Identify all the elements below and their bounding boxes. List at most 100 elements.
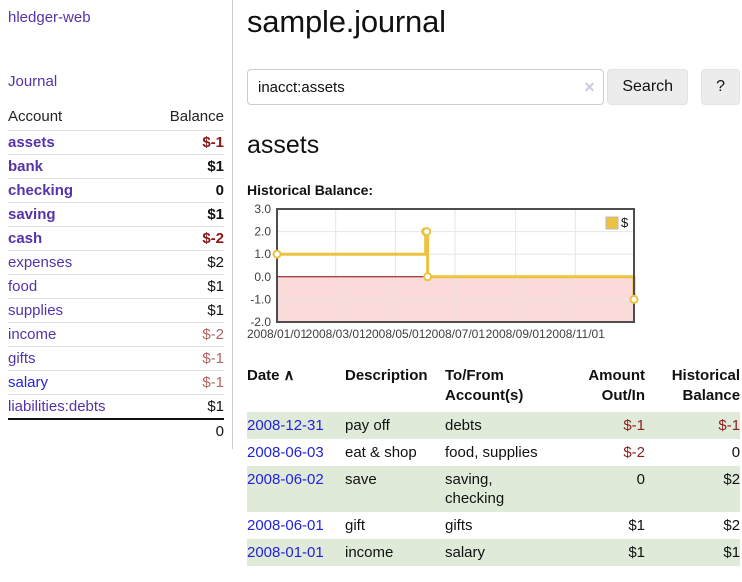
account-link[interactable]: liabilities:debts bbox=[8, 398, 106, 415]
brand-link[interactable]: hledger-web bbox=[8, 9, 91, 26]
accounts-header-row: Account Balance bbox=[8, 105, 224, 131]
account-balance: $1 bbox=[207, 302, 224, 319]
transaction-accounts: gifts bbox=[445, 517, 473, 534]
accounts-total-spacer bbox=[8, 419, 147, 443]
account-row: liabilities:debts $1 bbox=[8, 394, 224, 420]
transaction-balance: $1 bbox=[723, 544, 741, 561]
accounts-header-balance: Balance bbox=[169, 108, 224, 125]
register-table: Date ∧ Description To/From Account(s) Amo… bbox=[247, 364, 741, 566]
transaction-accounts: saving, checking bbox=[445, 471, 505, 507]
account-link[interactable]: checking bbox=[8, 182, 74, 199]
svg-text:0.0: 0.0 bbox=[254, 270, 271, 284]
account-title: assets bbox=[247, 131, 320, 159]
register-header-accounts: To/From Account(s) bbox=[445, 367, 524, 404]
account-balance: $2 bbox=[207, 254, 224, 271]
account-row: supplies $1 bbox=[8, 298, 224, 323]
account-link[interactable]: cash bbox=[8, 230, 43, 247]
account-row: saving $1 bbox=[8, 202, 224, 227]
register-header-description: Description bbox=[345, 367, 428, 384]
account-balance: $-1 bbox=[202, 134, 224, 151]
svg-text:2.0: 2.0 bbox=[254, 225, 271, 239]
accounts-total-value: 0 bbox=[215, 423, 224, 440]
register-header-date[interactable]: Date ∧ bbox=[247, 367, 295, 384]
accounts-header-account: Account bbox=[8, 108, 63, 125]
page: hledger-web Journal Account Balance asse… bbox=[0, 0, 741, 566]
account-link[interactable]: income bbox=[8, 326, 57, 343]
account-row: bank $1 bbox=[8, 154, 224, 179]
svg-text:2008/11/01: 2008/11/01 bbox=[546, 327, 605, 341]
register-row: 2008-06-01 gift gifts $1 $2 bbox=[247, 512, 740, 539]
account-link[interactable]: food bbox=[8, 278, 38, 295]
register-row: 2008-06-02 save saving, checking 0 $2 bbox=[247, 466, 741, 512]
transaction-date-link[interactable]: 2008-06-01 bbox=[247, 517, 324, 534]
transaction-date-link[interactable]: 2008-06-02 bbox=[247, 471, 324, 488]
sidebar-item-journal[interactable]: Journal bbox=[8, 73, 58, 90]
transaction-date-link[interactable]: 2008-06-03 bbox=[247, 444, 324, 461]
account-row: checking 0 bbox=[8, 178, 224, 203]
account-balance: $1 bbox=[207, 278, 224, 295]
svg-text:2008/07/01: 2008/07/01 bbox=[425, 327, 485, 341]
transaction-balance: $2 bbox=[723, 517, 741, 534]
transaction-balance: 0 bbox=[731, 444, 741, 461]
svg-text:2008/01/01: 2008/01/01 bbox=[247, 327, 307, 341]
account-row: income $-2 bbox=[8, 322, 224, 347]
transaction-description: eat & shop bbox=[345, 444, 417, 461]
transaction-date-link[interactable]: 2008-12-31 bbox=[247, 417, 324, 434]
sort-ascending-icon: ∧ bbox=[283, 367, 295, 384]
account-row: food $1 bbox=[8, 274, 224, 299]
search-button[interactable]: Search bbox=[607, 69, 689, 105]
svg-text:2008/09/01: 2008/09/01 bbox=[486, 327, 546, 341]
account-row: salary $-1 bbox=[8, 370, 224, 395]
search-form: ✕ Search ? bbox=[247, 69, 741, 105]
account-link[interactable]: expenses bbox=[8, 254, 73, 271]
register-header-row: Date ∧ Description To/From Account(s) Amo… bbox=[247, 364, 740, 412]
transaction-description: gift bbox=[345, 517, 366, 534]
accounts-table: Account Balance assets $-1 bank $1 checking 0… bbox=[8, 105, 224, 443]
account-link[interactable]: salary bbox=[8, 374, 49, 391]
transaction-date-link[interactable]: 2008-01-01 bbox=[247, 544, 324, 561]
account-balance: $1 bbox=[207, 158, 224, 175]
account-row: expenses $2 bbox=[8, 250, 224, 275]
account-link[interactable]: supplies bbox=[8, 302, 64, 319]
account-balance: $-1 bbox=[202, 374, 224, 391]
account-balance: $1 bbox=[207, 206, 224, 223]
account-balance: $1 bbox=[207, 398, 224, 415]
transaction-description: pay off bbox=[345, 417, 390, 434]
account-row: gifts $-1 bbox=[8, 346, 224, 371]
clear-search-icon[interactable]: ✕ bbox=[583, 79, 596, 95]
transaction-amount: $-1 bbox=[623, 417, 645, 434]
transaction-balance: $-1 bbox=[718, 417, 741, 434]
page-title: sample.journal bbox=[247, 4, 446, 39]
transaction-amount: $-2 bbox=[623, 444, 645, 461]
account-balance: $-2 bbox=[202, 230, 224, 247]
svg-text:3.0: 3.0 bbox=[254, 202, 271, 216]
accounts-total-row: 0 bbox=[8, 419, 224, 443]
account-row: assets $-1 bbox=[8, 130, 224, 155]
transaction-amount: $1 bbox=[628, 544, 645, 561]
register-row: 2008-06-03 eat & shop food, supplies $-2 0 bbox=[247, 439, 740, 466]
register-header-amount: Amount Out/In bbox=[588, 367, 645, 404]
account-link[interactable]: saving bbox=[8, 206, 56, 223]
account-link[interactable]: gifts bbox=[8, 350, 36, 367]
account-balance: 0 bbox=[215, 182, 224, 199]
account-link[interactable]: bank bbox=[8, 158, 44, 175]
account-link[interactable]: assets bbox=[8, 134, 55, 151]
sidebar: hledger-web Journal Account Balance asse… bbox=[0, 0, 233, 449]
chart-label: Historical Balance: bbox=[247, 182, 374, 198]
search-box: ✕ bbox=[247, 69, 605, 105]
register-row: 2008-12-31 pay off debts $-1 $-1 bbox=[247, 412, 741, 439]
transaction-balance: $2 bbox=[723, 471, 741, 488]
account-balance: $-1 bbox=[202, 350, 224, 367]
transaction-description: income bbox=[345, 544, 394, 561]
transaction-accounts: food, supplies bbox=[445, 444, 538, 461]
svg-text:2008/05/01: 2008/05/01 bbox=[365, 327, 425, 341]
search-input[interactable] bbox=[247, 69, 605, 105]
account-balance: $-2 bbox=[202, 326, 224, 343]
svg-text:1.0: 1.0 bbox=[254, 247, 271, 261]
help-button[interactable]: ? bbox=[701, 69, 741, 105]
transaction-amount: $1 bbox=[628, 517, 645, 534]
transaction-accounts: salary bbox=[445, 544, 486, 561]
account-row: cash $-2 bbox=[8, 226, 224, 251]
svg-text:$: $ bbox=[621, 215, 629, 230]
